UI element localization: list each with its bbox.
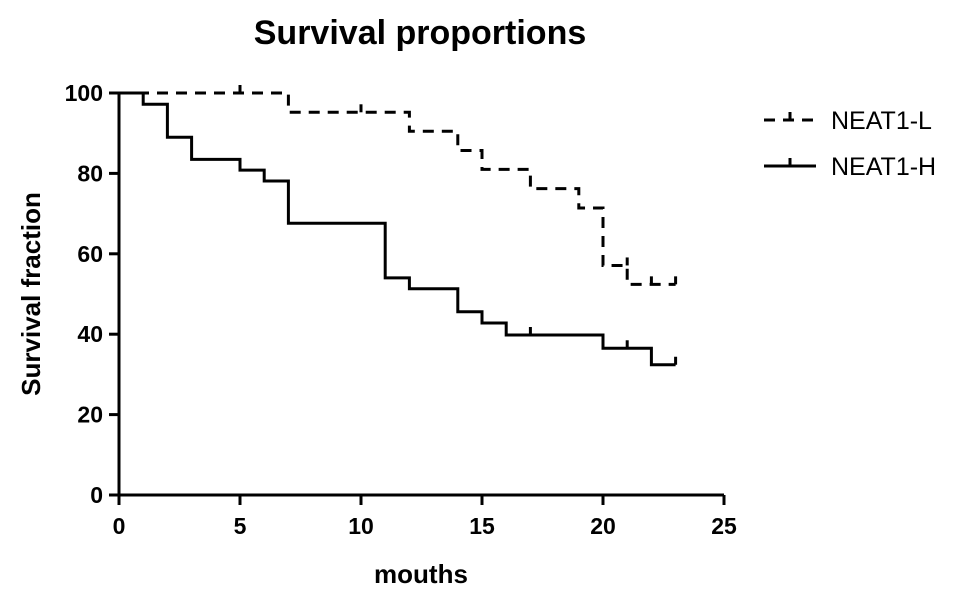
x-tick-label-10: 10 bbox=[348, 513, 374, 539]
y-tick-label-80: 80 bbox=[77, 160, 103, 186]
x-axis-label: mouths bbox=[374, 559, 468, 589]
y-tick-label-100: 100 bbox=[65, 80, 103, 106]
tick-labels: 0 5 10 15 20 25 0 20 40 60 80 100 bbox=[65, 80, 737, 539]
y-tick-label-20: 20 bbox=[77, 402, 103, 428]
series-line-neat1-h bbox=[119, 91, 676, 367]
chart-title: Survival proportions bbox=[254, 14, 587, 52]
y-tick-label-60: 60 bbox=[77, 241, 103, 267]
legend-item-neat1-h: NEAT1-H bbox=[764, 153, 936, 181]
plot-series bbox=[119, 85, 678, 367]
legend-label-neat1-l: NEAT1-L bbox=[831, 107, 932, 135]
tick-marks bbox=[109, 91, 726, 505]
x-tick-label-15: 15 bbox=[469, 513, 495, 539]
x-tick-label-20: 20 bbox=[590, 513, 616, 539]
x-tick-label-25: 25 bbox=[711, 513, 737, 539]
x-tick-label-0: 0 bbox=[113, 513, 126, 539]
legend: NEAT1-L NEAT1-H bbox=[764, 107, 936, 181]
axes bbox=[117, 93, 724, 497]
legend-label-neat1-h: NEAT1-H bbox=[831, 153, 936, 181]
x-tick-label-5: 5 bbox=[234, 513, 247, 539]
y-tick-label-40: 40 bbox=[77, 321, 103, 347]
series-line-neat1-l bbox=[119, 91, 676, 286]
legend-item-neat1-l: NEAT1-L bbox=[764, 107, 932, 135]
y-axis-label: Survival fraction bbox=[16, 192, 46, 396]
y-tick-label-0: 0 bbox=[90, 482, 103, 508]
